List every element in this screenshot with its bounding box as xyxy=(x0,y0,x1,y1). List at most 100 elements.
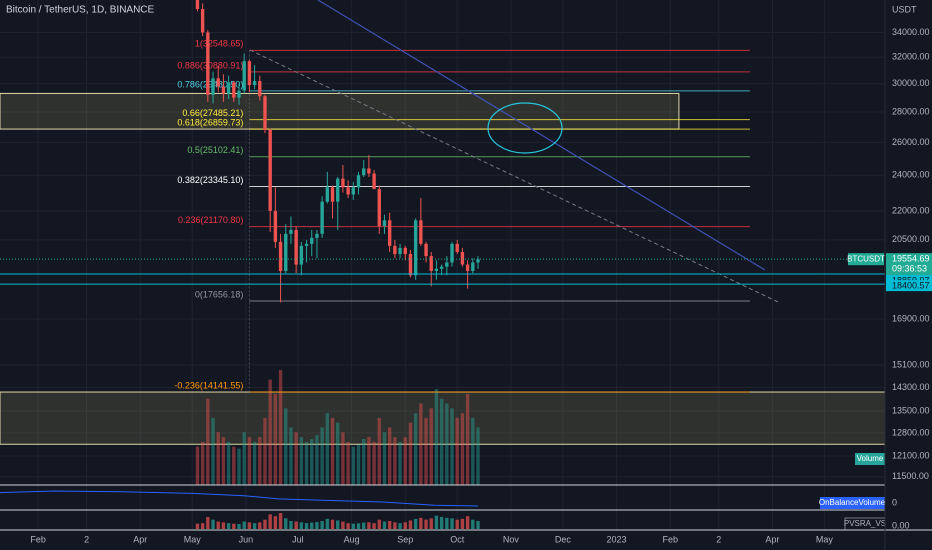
volume-bar xyxy=(439,398,444,485)
pvsra-bar xyxy=(304,523,309,529)
x-tick-label: Jun xyxy=(239,534,254,544)
volume-bar xyxy=(304,441,309,485)
pvsra-bar xyxy=(445,517,449,529)
overlays: BTCUSDT19554.6909:36:5318859.9718400.57V… xyxy=(0,253,932,531)
candle-body xyxy=(382,220,387,227)
pvsra-bar xyxy=(419,517,423,529)
volume-bar xyxy=(362,439,366,485)
x-tick-label: 2 xyxy=(716,534,721,544)
candle-body xyxy=(362,168,366,176)
pvsra-bar xyxy=(476,521,480,529)
fib-label: 0.618(26859.73) xyxy=(177,117,243,127)
candle-body xyxy=(221,86,226,94)
volume-bar xyxy=(252,441,257,485)
pvsra-bar xyxy=(226,523,231,529)
volume-bar xyxy=(320,427,324,485)
pvsra-bar xyxy=(455,519,459,529)
candle-body xyxy=(278,241,283,271)
volume-bar xyxy=(471,417,475,485)
volume-bar xyxy=(382,432,387,485)
pvsra-bar xyxy=(372,523,376,529)
candle-body xyxy=(377,189,381,227)
candle-body xyxy=(367,168,371,174)
fib-label: 0.5(25102.41) xyxy=(187,145,243,155)
candle-body xyxy=(398,247,402,255)
x-tick-label: Apr xyxy=(765,534,779,544)
pvsra-bar xyxy=(289,521,293,529)
volume-bar xyxy=(465,393,470,485)
candle-body xyxy=(372,173,376,190)
candle-body xyxy=(325,187,330,202)
candle-body xyxy=(356,175,361,188)
trend-line xyxy=(317,0,766,271)
zone xyxy=(0,92,680,130)
volume-bar xyxy=(476,427,480,485)
pvsra-bar xyxy=(278,513,283,529)
candle-body xyxy=(294,229,298,265)
candle-body xyxy=(226,82,231,94)
symbol-tag-bg xyxy=(848,253,884,266)
candle-body xyxy=(393,245,397,255)
pvsra-bar xyxy=(341,521,345,529)
fib-label: 0(17656.18) xyxy=(195,289,244,299)
y-tick-label: 16900.00 xyxy=(892,313,930,323)
candle-body xyxy=(289,229,293,234)
pvsra-bar xyxy=(356,523,361,529)
pvsra-bar xyxy=(460,518,465,529)
last-price: 19554.69 xyxy=(892,254,930,264)
pvsra-bar xyxy=(310,522,314,529)
candle-body xyxy=(424,243,428,257)
x-tick-label: 2 xyxy=(84,534,89,544)
pvsra-bar xyxy=(237,523,241,529)
obv-tag: OnBalanceVolume xyxy=(819,498,886,507)
candle-body xyxy=(284,233,288,271)
y-tick-label: 12100.00 xyxy=(892,450,930,460)
volume-bar xyxy=(195,446,200,485)
y-tick-label: 20500.00 xyxy=(892,234,930,244)
candle-body xyxy=(465,264,470,271)
y-tick-label: 26000.00 xyxy=(892,137,930,147)
fib-label: 0.886(30880.91) xyxy=(177,60,243,70)
candle-body xyxy=(200,9,205,33)
pvsra-bar xyxy=(398,523,402,529)
fib-label: 0.236(21170.80) xyxy=(178,215,243,225)
volume-bar xyxy=(372,441,376,485)
pvsra-bar xyxy=(336,520,340,529)
pvsra-bar xyxy=(330,519,335,529)
volume-bar xyxy=(341,432,345,485)
candle-body xyxy=(346,187,350,195)
volume-tag-bg xyxy=(855,453,885,465)
x-tick-label: Feb xyxy=(30,534,46,544)
volume-bar xyxy=(268,379,272,485)
candle-body xyxy=(237,90,241,98)
pvsra-bar xyxy=(242,521,246,529)
volume-bar xyxy=(330,417,335,485)
volume-bar xyxy=(221,437,226,485)
volume-bar xyxy=(289,427,293,485)
pvsra-tag: PVSRA_VS xyxy=(844,519,886,528)
pvsra-bar xyxy=(471,519,475,529)
candle-body xyxy=(263,96,267,130)
candle-body xyxy=(247,61,252,86)
volume-bar xyxy=(211,417,215,485)
obv-line xyxy=(0,490,479,507)
volume-bar xyxy=(398,441,402,485)
volume-bar xyxy=(273,393,278,485)
candle-body xyxy=(434,268,439,271)
y-tick-label: 28000.00 xyxy=(892,106,930,116)
candle-body xyxy=(304,243,309,246)
x-tick-label: Sep xyxy=(397,534,413,544)
fib-label: 1(32548.65) xyxy=(195,39,244,49)
pvsra-bar xyxy=(216,521,220,529)
pvsra-bar xyxy=(258,522,262,529)
volume-bar xyxy=(387,427,392,485)
pvsra-bar xyxy=(195,523,200,529)
candle-body xyxy=(419,220,423,244)
candle-body xyxy=(320,201,324,234)
pvsra-bar xyxy=(450,518,454,529)
pvsra-bar xyxy=(299,522,304,529)
pvsra-bar xyxy=(247,522,252,529)
pvsra-bar xyxy=(263,519,267,529)
candle-body xyxy=(471,262,475,271)
volume-bar xyxy=(200,441,205,485)
